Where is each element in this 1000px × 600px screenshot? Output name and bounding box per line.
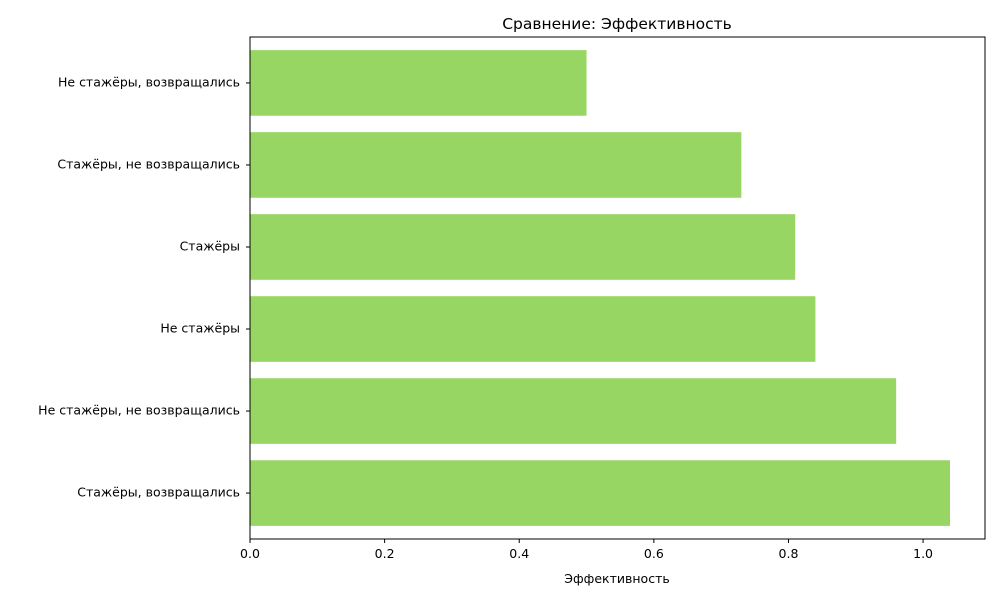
- y-tick-label: Не стажёры: [160, 321, 240, 336]
- y-tick-label: Не стажёры, не возвращались: [38, 403, 240, 418]
- bars-group: [250, 50, 950, 526]
- x-tick-label: 0.4: [509, 546, 529, 561]
- x-axis-label: Эффективность: [564, 571, 669, 586]
- y-tick-label: Стажёры, возвращались: [77, 485, 240, 500]
- y-tick-label: Стажёры: [180, 238, 240, 253]
- bar-4: [250, 378, 897, 444]
- y-axis: Не стажёры, возвращались Стажёры, не возв…: [38, 74, 250, 500]
- plot-frame: [249, 36, 986, 540]
- x-tick-label: 1.0: [913, 546, 933, 561]
- bar-5: [250, 460, 950, 526]
- x-axis: 0.0 0.2 0.4 0.6 0.8 1.0: [240, 539, 933, 561]
- bar-1: [250, 132, 742, 198]
- x-tick-label: 0.0: [240, 546, 260, 561]
- bar-3: [250, 296, 816, 362]
- y-tick-label: Стажёры, не возвращались: [57, 156, 240, 171]
- x-tick-label: 0.2: [375, 546, 395, 561]
- bar-2: [250, 214, 796, 280]
- x-tick-label: 0.8: [779, 546, 799, 561]
- x-tick-label: 0.6: [644, 546, 664, 561]
- chart-title: Сравнение: Эффективность: [502, 15, 732, 33]
- y-tick-label: Не стажёры, возвращались: [58, 74, 240, 89]
- bar-0: [250, 50, 587, 116]
